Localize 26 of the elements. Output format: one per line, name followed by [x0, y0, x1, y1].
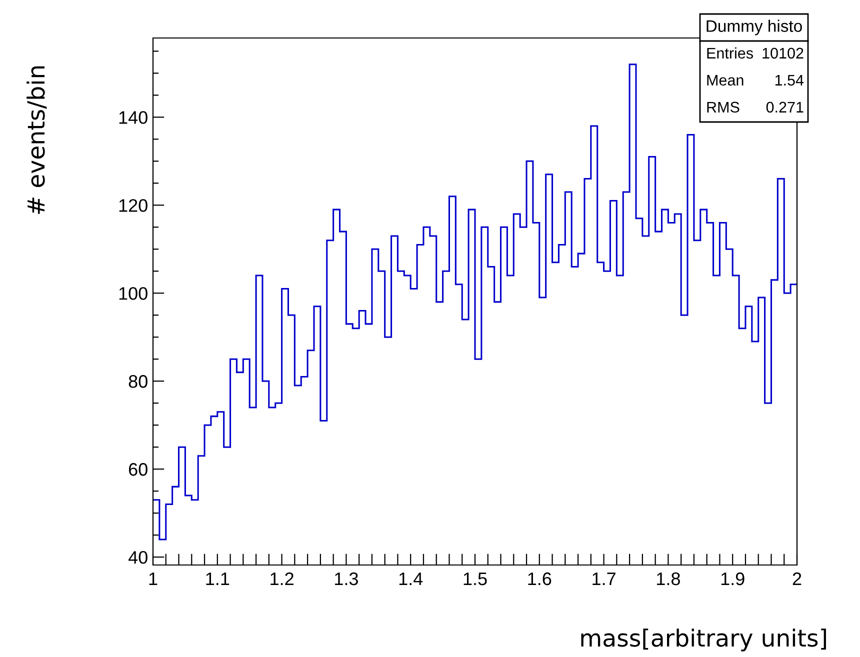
x-tick-label: 2: [792, 572, 802, 586]
x-tick-label: 1.7: [592, 572, 616, 586]
y-axis-title: # events/bin: [26, 66, 47, 214]
annotation: 1.54: [775, 74, 804, 86]
y-tick-label: 80: [128, 375, 148, 388]
x-tick-label: 1.8: [657, 572, 680, 586]
annotation: 0.271: [766, 102, 804, 113]
x-tick-label: 1.6: [528, 572, 552, 586]
x-tick-label: 1.2: [270, 572, 294, 586]
x-tick-label: 1.5: [464, 572, 487, 586]
y-tick-label: 100: [119, 287, 148, 300]
text: Dummy histo: [706, 20, 802, 36]
y-tick-label: 60: [128, 463, 148, 476]
y-tick-label: 120: [119, 199, 148, 212]
annotation: Entries: [707, 47, 753, 59]
x-tick-label: 1.1: [206, 572, 230, 586]
x-tick-label: 1.9: [721, 572, 744, 586]
annotation: RMS: [707, 102, 740, 113]
annotation: 10102: [762, 48, 804, 59]
y-tick-label: 140: [119, 111, 148, 124]
x-axis-title: mass[arbitrary units]: [581, 628, 826, 652]
x-tick-label: 1: [149, 572, 158, 586]
x-tick-label: 1.4: [399, 572, 423, 586]
annotation: Mean: [707, 74, 744, 86]
x-tick-label: 1.3: [335, 572, 358, 586]
y-tick-label: 40: [128, 551, 148, 564]
